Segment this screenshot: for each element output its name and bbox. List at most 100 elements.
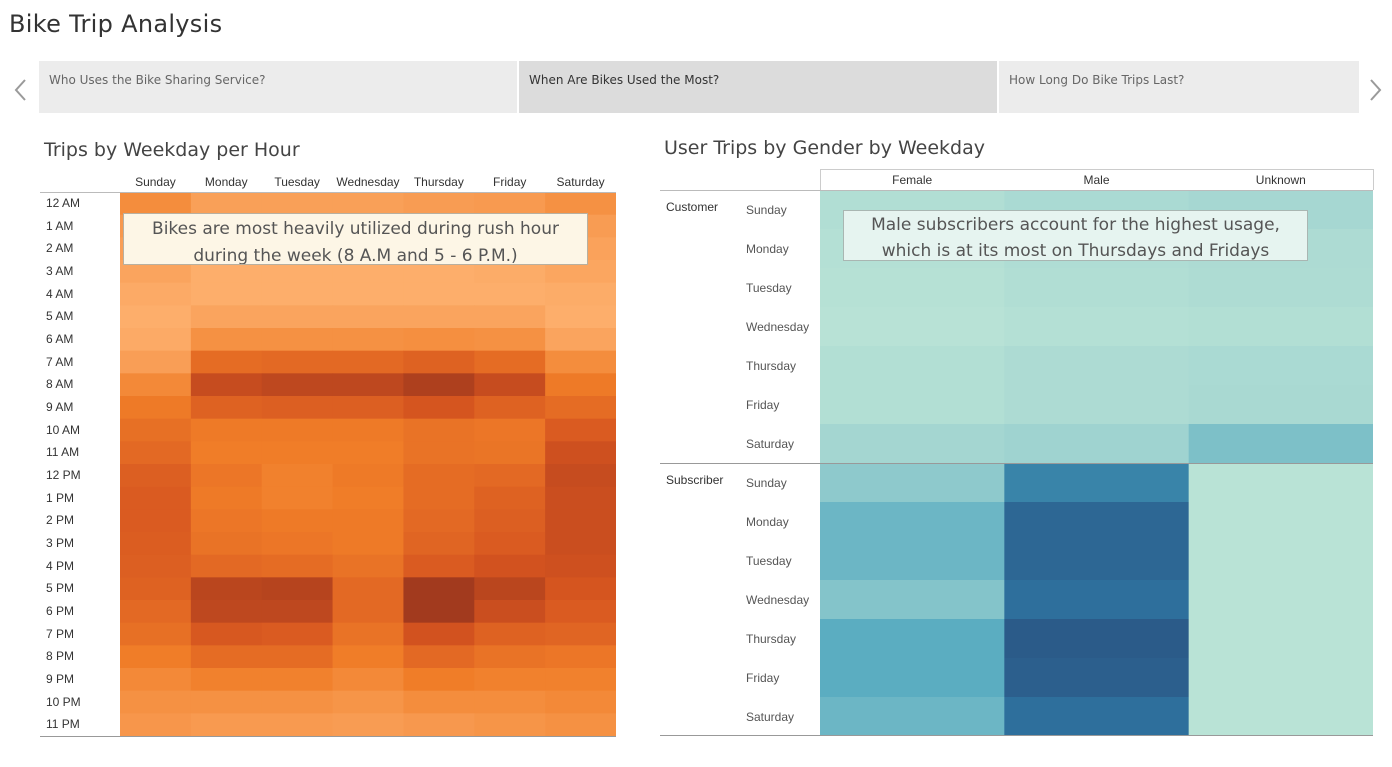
heatmap-cell[interactable] (190, 396, 263, 420)
heatmap-cell[interactable] (261, 554, 334, 578)
heatmap-cell[interactable] (190, 668, 263, 692)
heatmap-cell[interactable] (261, 396, 334, 420)
heatmap-cell[interactable] (545, 486, 616, 510)
heatmap-cell[interactable] (545, 713, 616, 736)
heatmap-cell[interactable] (474, 690, 546, 714)
heatmap-cell[interactable] (1188, 697, 1373, 736)
heatmap-cell[interactable] (1188, 541, 1373, 581)
heatmap-cell[interactable] (261, 713, 334, 736)
heatmap-cell[interactable] (261, 645, 334, 669)
heatmap-cell[interactable] (403, 713, 475, 736)
heatmap-cell[interactable] (332, 373, 404, 397)
heatmap-cell[interactable] (1004, 385, 1190, 425)
heatmap-cell[interactable] (261, 441, 334, 465)
heatmap-cell[interactable] (474, 509, 546, 533)
heatmap-cell[interactable] (332, 690, 404, 714)
heatmap-cell[interactable] (403, 464, 475, 488)
heatmap-cell[interactable] (261, 577, 334, 601)
heatmap-cell[interactable] (120, 350, 192, 374)
heatmap-cell[interactable] (545, 622, 616, 646)
heatmap-cell[interactable] (403, 282, 475, 306)
heatmap-cell[interactable] (1188, 502, 1373, 542)
heatmap-cell[interactable] (474, 282, 546, 306)
heatmap-cell[interactable] (1004, 268, 1190, 308)
heatmap-cell[interactable] (332, 486, 404, 510)
heatmap-cell[interactable] (1004, 463, 1190, 503)
heatmap-cell[interactable] (332, 260, 404, 284)
heatmap-cell[interactable] (1188, 619, 1373, 659)
heatmap-cell[interactable] (120, 260, 192, 284)
heatmap-cell[interactable] (1004, 502, 1190, 542)
heatmap-cell[interactable] (820, 346, 1005, 386)
heatmap-cell[interactable] (120, 305, 192, 329)
heatmap-cell[interactable] (820, 697, 1005, 736)
heatmap-cell[interactable] (332, 328, 404, 352)
heatmap-cell[interactable] (261, 622, 334, 646)
heatmap-cell[interactable] (545, 645, 616, 669)
heatmap-cell[interactable] (403, 373, 475, 397)
heatmap-cell[interactable] (474, 260, 546, 284)
heatmap-cell[interactable] (474, 622, 546, 646)
heatmap-cell[interactable] (332, 577, 404, 601)
heatmap-cell[interactable] (545, 305, 616, 329)
heatmap-cell[interactable] (403, 600, 475, 624)
heatmap-cell[interactable] (332, 532, 404, 556)
heatmap-cell[interactable] (545, 554, 616, 578)
heatmap-cell[interactable] (1004, 346, 1190, 386)
heatmap-cell[interactable] (190, 622, 263, 646)
heatmap-cell[interactable] (190, 577, 263, 601)
heatmap-cell[interactable] (261, 600, 334, 624)
heatmap-cell[interactable] (820, 424, 1005, 463)
heatmap-cell[interactable] (120, 690, 192, 714)
heatmap-cell[interactable] (261, 509, 334, 533)
heatmap-cell[interactable] (190, 645, 263, 669)
heatmap-cell[interactable] (820, 307, 1005, 347)
heatmap-cell[interactable] (190, 373, 263, 397)
next-story-point-button[interactable] (1366, 74, 1386, 106)
heatmap-cell[interactable] (190, 464, 263, 488)
heatmap-cell[interactable] (1004, 658, 1190, 698)
heatmap-cell[interactable] (474, 418, 546, 442)
heatmap-cell[interactable] (332, 396, 404, 420)
heatmap-cell[interactable] (403, 645, 475, 669)
heatmap-cell[interactable] (474, 554, 546, 578)
heatmap-cell[interactable] (403, 532, 475, 556)
heatmap-cell[interactable] (120, 600, 192, 624)
heatmap-cell[interactable] (474, 373, 546, 397)
heatmap-cell[interactable] (545, 600, 616, 624)
heatmap-cell[interactable] (190, 282, 263, 306)
heatmap-cell[interactable] (190, 441, 263, 465)
heatmap-cell[interactable] (120, 328, 192, 352)
heatmap-cell[interactable] (545, 441, 616, 465)
heatmap-cell[interactable] (261, 690, 334, 714)
heatmap-cell[interactable] (545, 464, 616, 488)
heatmap-cell[interactable] (820, 463, 1005, 503)
heatmap-cell[interactable] (403, 396, 475, 420)
heatmap-cell[interactable] (545, 396, 616, 420)
heatmap-cell[interactable] (820, 619, 1005, 659)
heatmap-cell[interactable] (820, 268, 1005, 308)
heatmap-cell[interactable] (120, 668, 192, 692)
heatmap-cell[interactable] (332, 192, 404, 216)
heatmap-cell[interactable] (190, 350, 263, 374)
heatmap-cell[interactable] (474, 441, 546, 465)
heatmap-cell[interactable] (332, 668, 404, 692)
heatmap-cell[interactable] (120, 713, 192, 736)
story-point-tab-2[interactable]: When Are Bikes Used the Most? (519, 61, 997, 113)
heatmap-cell[interactable] (261, 192, 334, 216)
heatmap-cell[interactable] (474, 645, 546, 669)
heatmap-cell[interactable] (403, 509, 475, 533)
heatmap-cell[interactable] (332, 554, 404, 578)
heatmap-cell[interactable] (474, 486, 546, 510)
heatmap-cell[interactable] (120, 282, 192, 306)
heatmap-cell[interactable] (474, 577, 546, 601)
heatmap-cell[interactable] (474, 350, 546, 374)
heatmap-cell[interactable] (1188, 580, 1373, 620)
heatmap-cell[interactable] (261, 350, 334, 374)
heatmap-cell[interactable] (190, 486, 263, 510)
heatmap-cell[interactable] (474, 305, 546, 329)
heatmap-cell[interactable] (332, 282, 404, 306)
heatmap-cell[interactable] (545, 192, 616, 216)
heatmap-cell[interactable] (403, 486, 475, 510)
heatmap-cell[interactable] (545, 577, 616, 601)
